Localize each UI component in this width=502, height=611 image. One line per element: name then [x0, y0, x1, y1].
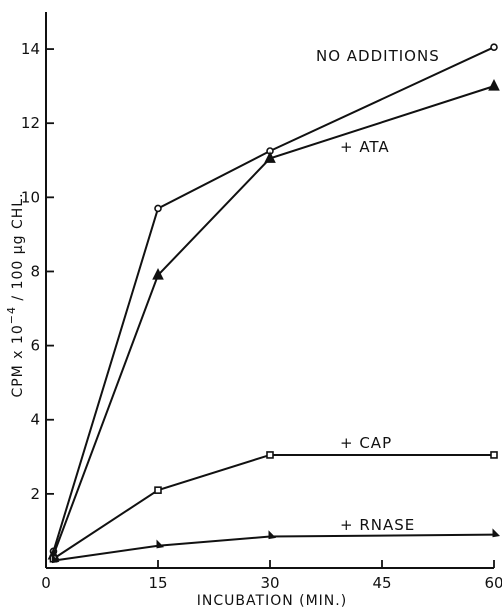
ticks: 0 15 30 45 60 2 4 6 8 10 12 14: [21, 40, 502, 592]
x-tick-label: 0: [41, 574, 51, 592]
series-3: + RNASE: [51, 516, 501, 564]
series-line: [53, 533, 495, 562]
series-1: + ATA: [47, 79, 500, 560]
y-axis-title-main: CPM x 10: [10, 324, 26, 397]
y-axis-title-exponent: −4: [5, 306, 18, 324]
data-point: [266, 451, 274, 459]
data-point: [152, 268, 164, 280]
x-tick-label: 30: [260, 574, 279, 592]
y-tick-label: 2: [30, 485, 40, 503]
y-tick-label: 12: [21, 114, 40, 132]
y-tick-label: 10: [21, 188, 40, 206]
y-tick-label: 4: [30, 411, 40, 429]
data-point: [51, 554, 60, 564]
x-tick-label: 60: [484, 574, 502, 592]
series-line: [52, 453, 494, 560]
x-tick-label: 45: [372, 574, 391, 592]
series-label: + CAP: [340, 434, 392, 452]
series-line: [52, 46, 495, 552]
data-point: [488, 79, 500, 91]
data-point: [490, 43, 498, 52]
data-point: [156, 539, 165, 549]
y-tick-label: 8: [30, 262, 40, 280]
series-line: [52, 85, 495, 556]
data-point: [268, 530, 277, 540]
data-point: [490, 451, 498, 459]
y-axis-title: CPM x 10−4 / 100 μg CHL.: [5, 192, 26, 397]
y-axis-title-rest: / 100 μg CHL.: [10, 192, 26, 306]
series-0: NO ADDITIONS: [49, 43, 498, 556]
series-label: + RNASE: [340, 516, 415, 534]
axes: [45, 12, 494, 569]
y-tick-label: 14: [21, 40, 40, 58]
data-point: [492, 528, 501, 538]
data-point: [154, 486, 162, 494]
series-label: + ATA: [340, 138, 390, 156]
data-point: [154, 204, 162, 213]
x-tick-label: 15: [148, 574, 167, 592]
series-label: NO ADDITIONS: [316, 47, 440, 65]
x-axis-title: INCUBATION (MIN.): [197, 593, 347, 609]
y-tick-label: 6: [30, 337, 40, 355]
series-layer: NO ADDITIONS + ATA + CAP + RNASE: [47, 43, 501, 564]
labels: INCUBATION (MIN.) CPM x 10−4 / 100 μg CH…: [5, 192, 347, 609]
data-point: [264, 151, 276, 163]
series-2: + CAP: [49, 434, 498, 563]
